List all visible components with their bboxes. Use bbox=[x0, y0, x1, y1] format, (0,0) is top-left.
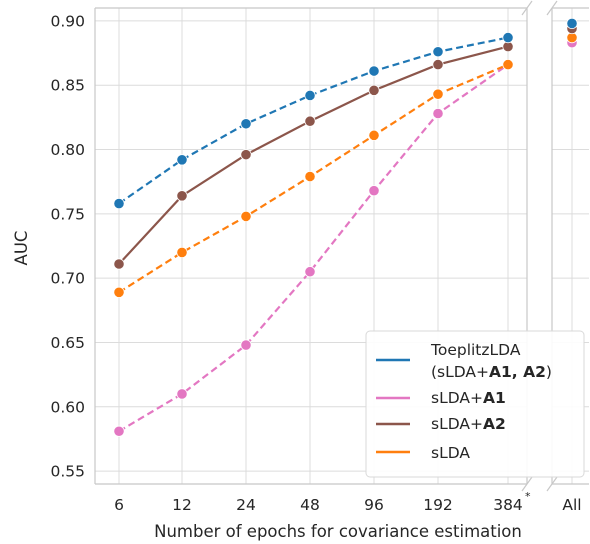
y-tick-label: 0.90 bbox=[50, 12, 85, 30]
data-point bbox=[368, 65, 380, 77]
data-point bbox=[113, 286, 125, 298]
legend-label: ToeplitzLDA bbox=[430, 341, 521, 359]
data-point bbox=[304, 115, 316, 127]
series-line bbox=[118, 45, 509, 265]
data-point bbox=[240, 210, 252, 223]
x-tick-label: 192 bbox=[423, 496, 453, 514]
y-tick-label: 0.85 bbox=[50, 77, 85, 95]
data-point bbox=[502, 31, 514, 44]
x-tick-label: 48 bbox=[300, 496, 320, 514]
x-tick-label: 6 bbox=[114, 496, 124, 514]
y-axis-label: AUC bbox=[12, 231, 31, 266]
x-axis-label: Number of epochs for covariance estimati… bbox=[154, 522, 522, 541]
data-point-all bbox=[566, 17, 578, 30]
data-point bbox=[432, 46, 444, 58]
x-tick-label: All bbox=[562, 496, 581, 514]
data-point bbox=[240, 118, 252, 130]
legend: ToeplitzLDA (sLDA+A1, A2) sLDA+A1 sLDA+A2 sL… bbox=[365, 330, 585, 478]
x-tick-label: 384 bbox=[493, 496, 523, 514]
data-point bbox=[176, 246, 188, 259]
data-point bbox=[113, 425, 125, 437]
data-point bbox=[113, 197, 125, 210]
data-point bbox=[368, 185, 380, 197]
data-point bbox=[432, 107, 444, 120]
y-tick-label: 0.65 bbox=[50, 334, 85, 352]
data-point bbox=[176, 190, 188, 202]
legend-label: sLDA+A2 bbox=[431, 415, 506, 433]
y-tick-label: 0.70 bbox=[50, 270, 85, 288]
x-tick-label: 96 bbox=[364, 496, 384, 514]
data-point bbox=[240, 339, 252, 351]
y-tick-label: 0.60 bbox=[50, 398, 85, 416]
x-axis-ticks: 6 12 24 48 96 192 384 * All bbox=[114, 490, 582, 514]
data-point bbox=[432, 59, 444, 71]
data-point bbox=[432, 88, 444, 100]
x-tick-asterisk: * bbox=[525, 490, 531, 503]
data-point bbox=[368, 129, 380, 141]
axes-frame bbox=[94, 7, 589, 485]
data-point bbox=[176, 388, 188, 400]
break-slash bbox=[546, 476, 558, 492]
data-point bbox=[304, 266, 316, 278]
legend-label: (sLDA+A1, A2) bbox=[431, 363, 552, 381]
legend-box bbox=[365, 330, 585, 478]
data-point bbox=[113, 258, 125, 270]
data-point bbox=[304, 89, 316, 102]
legend-label: sLDA+A1 bbox=[431, 389, 506, 407]
y-tick-label: 0.80 bbox=[50, 141, 85, 159]
data-point bbox=[176, 154, 188, 166]
data-point bbox=[502, 59, 514, 71]
legend-label: sLDA bbox=[431, 444, 470, 462]
data-point bbox=[240, 149, 252, 161]
x-tick-label: 12 bbox=[172, 496, 192, 514]
y-tick-label: 0.55 bbox=[50, 463, 85, 481]
break-slash bbox=[546, 0, 558, 16]
data-point bbox=[304, 170, 316, 183]
x-tick-label: 24 bbox=[236, 496, 256, 514]
data-point bbox=[368, 84, 380, 96]
series bbox=[113, 17, 578, 437]
break-slash bbox=[521, 0, 533, 16]
y-tick-label: 0.75 bbox=[50, 205, 85, 223]
break-slash bbox=[521, 476, 533, 492]
y-axis-ticks: 0.55 0.60 0.65 0.70 0.75 0.80 0.85 0.90 bbox=[50, 12, 85, 480]
